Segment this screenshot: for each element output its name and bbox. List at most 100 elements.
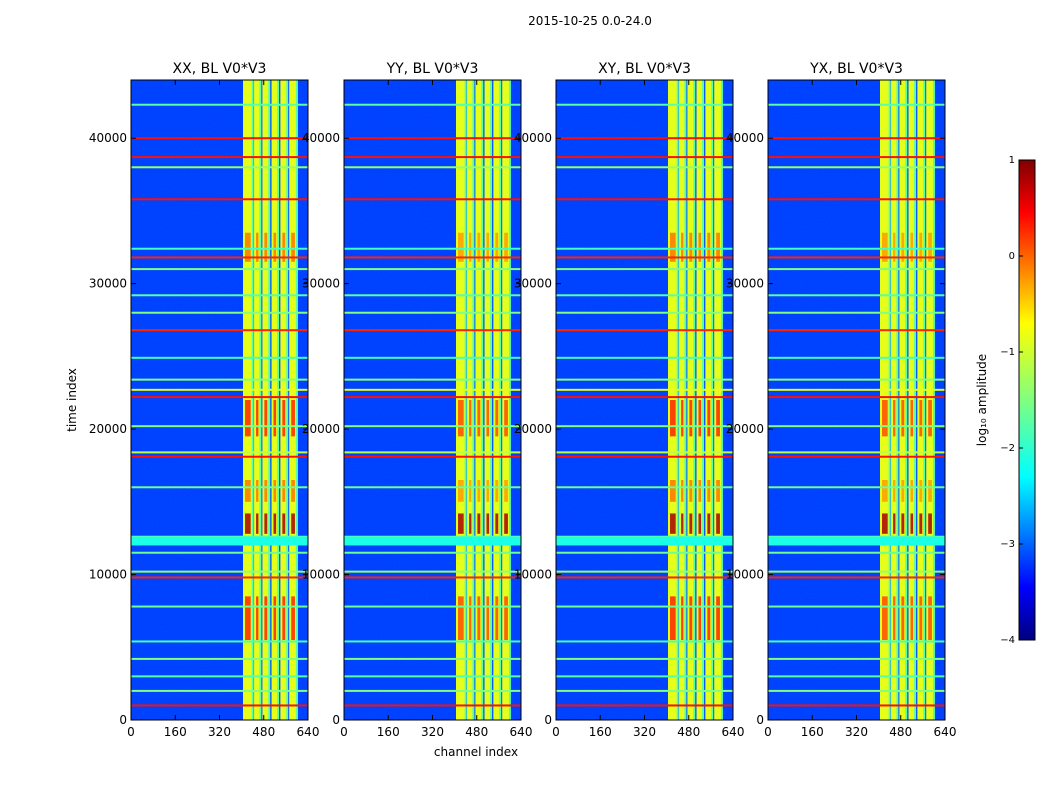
hot-segment xyxy=(689,232,693,262)
panel-xx: XX, BL V0*V3 0 160 320 480 640 0 10000 20000 3000… xyxy=(89,61,320,739)
hot-segment xyxy=(264,480,268,502)
time-line xyxy=(131,247,308,250)
time-line xyxy=(344,451,521,454)
time-line xyxy=(556,657,733,660)
band-edge xyxy=(251,80,254,720)
panel-yx: YX, BL V0*V3 0 160 320 480 640 0 10000 20000 3000… xyxy=(726,61,957,739)
y-tick-label: 10000 xyxy=(302,568,340,582)
hot-segment xyxy=(919,400,923,437)
time-line xyxy=(131,396,308,399)
hot-segment xyxy=(245,400,251,437)
hot-segment xyxy=(698,400,702,437)
x-tick-label: 640 xyxy=(510,725,533,739)
time-line xyxy=(556,294,733,297)
y-tick-label: 20000 xyxy=(514,422,552,436)
time-line xyxy=(556,378,733,381)
colorbar-tick-label: −2 xyxy=(1000,443,1015,454)
hot-segment xyxy=(245,596,251,640)
time-line xyxy=(131,704,308,707)
hot-segment xyxy=(504,400,508,437)
y-tick-label: 30000 xyxy=(89,277,127,291)
time-line xyxy=(556,576,733,579)
time-line xyxy=(768,247,945,250)
time-line xyxy=(344,396,521,399)
colorbar-tick-label: 0 xyxy=(1009,251,1015,262)
x-tick-label: 0 xyxy=(127,725,135,739)
hot-segment xyxy=(245,232,251,262)
time-line xyxy=(131,268,308,271)
hot-segment xyxy=(245,513,251,534)
hot-segment xyxy=(689,480,693,502)
time-line xyxy=(131,378,308,381)
time-line xyxy=(768,166,945,169)
band-edge xyxy=(914,80,917,720)
time-line xyxy=(344,247,521,250)
time-line xyxy=(556,198,733,201)
panel-title: XY, BL V0*V3 xyxy=(598,61,691,77)
y-tick-label: 40000 xyxy=(89,131,127,145)
time-line xyxy=(344,455,521,458)
time-line xyxy=(768,396,945,399)
hot-segment xyxy=(256,513,259,534)
hot-segment xyxy=(919,513,923,534)
hot-segment xyxy=(486,400,490,437)
time-line xyxy=(131,640,308,643)
time-line xyxy=(131,455,308,458)
hot-segment xyxy=(486,232,490,262)
colorbar-tick-label: −4 xyxy=(1000,635,1015,646)
time-line xyxy=(344,388,521,391)
time-line xyxy=(556,388,733,391)
x-tick-label: 160 xyxy=(801,725,824,739)
time-line xyxy=(768,576,945,579)
y-tick-label: 40000 xyxy=(514,131,552,145)
band-edge xyxy=(277,80,280,720)
hot-segment xyxy=(670,480,676,502)
hot-segment xyxy=(901,480,905,502)
hot-segment xyxy=(477,400,481,437)
time-line xyxy=(131,256,308,259)
band-edge xyxy=(711,80,714,720)
y-tick-label: 10000 xyxy=(514,568,552,582)
time-line xyxy=(344,605,521,608)
time-band xyxy=(556,536,733,546)
x-tick-label: 160 xyxy=(589,725,612,739)
y-tick-label: 20000 xyxy=(726,422,764,436)
hot-segment xyxy=(256,596,259,640)
x-axis-label: channel index xyxy=(434,745,518,759)
time-line xyxy=(768,451,945,454)
y-tick-label: 30000 xyxy=(726,277,764,291)
hot-segment xyxy=(698,596,702,640)
time-line xyxy=(344,486,521,489)
panel-yy: YY, BL V0*V3 0 160 320 480 640 0 10000 20000 3000… xyxy=(302,61,533,739)
hot-segment xyxy=(273,400,277,437)
time-band xyxy=(131,536,308,546)
panel-xy: XY, BL V0*V3 0 160 320 480 640 0 10000 20000 3000… xyxy=(514,61,745,739)
hot-segment xyxy=(273,596,277,640)
x-tick-label: 320 xyxy=(845,725,868,739)
hot-segment xyxy=(291,480,295,502)
hot-segment xyxy=(477,480,481,502)
hot-segment xyxy=(707,513,711,534)
time-line xyxy=(344,675,521,678)
time-line xyxy=(131,329,308,332)
hot-segment xyxy=(707,232,711,262)
hot-segment xyxy=(893,513,896,534)
time-line xyxy=(768,103,945,106)
time-line xyxy=(131,137,308,140)
time-line xyxy=(344,640,521,643)
hot-segment xyxy=(469,480,472,502)
time-line xyxy=(556,570,733,573)
time-line xyxy=(131,166,308,169)
time-line xyxy=(768,256,945,259)
hot-segment xyxy=(256,400,259,437)
hot-segment xyxy=(681,513,684,534)
time-line xyxy=(556,704,733,707)
hot-segment xyxy=(882,480,888,502)
hot-segment xyxy=(504,480,508,502)
y-tick-label: 0 xyxy=(756,713,764,727)
hot-segment xyxy=(469,596,472,640)
hot-segment xyxy=(291,400,295,437)
time-line xyxy=(344,198,521,201)
hot-segment xyxy=(716,480,720,502)
time-line xyxy=(344,103,521,106)
